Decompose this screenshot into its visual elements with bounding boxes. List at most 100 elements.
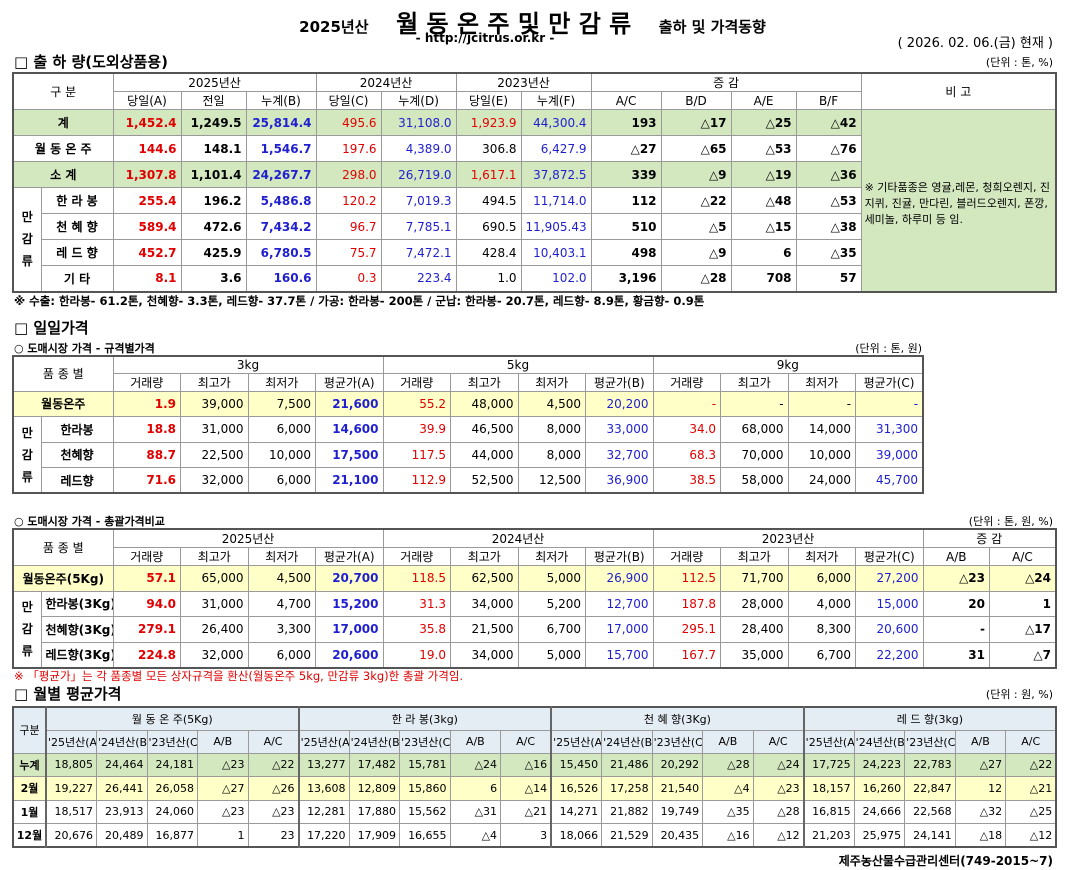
value-cell: - [855,390,924,417]
value-cell: 1,249.5 [180,109,247,136]
section-title: □ 출 하 량(도외상품용) [14,53,168,71]
header-cell: 구분 [12,706,47,754]
data-row: 천혜향(3Kg) 279.1 26,400 3,300 17,000 35.8 21,500… [13,616,1057,643]
header-cell: 최저가 [787,547,856,566]
data-row: 계 1,452.4 1,249.5 25,814.4 495.6 31,108.0 1,92… [12,109,1057,292]
value-cell: 11,905.43 [520,213,592,240]
value-cell: 34,000 [450,590,519,617]
value-cell: 144.6 [112,135,182,162]
value-cell: △22 [247,752,300,777]
header-cell: '23년산(C) [146,729,198,754]
header-cell: A/C [989,547,1057,566]
value-cell: △28 [752,799,805,824]
value-cell: 12,809 [348,776,401,801]
header-cell: 2024년산 [315,72,457,92]
value-cell: 6,780.5 [245,239,317,266]
value-cell: 94.0 [112,590,181,617]
value-cell: 12,281 [297,799,350,824]
data-row: 2월 19,227 26,441 26,058 △27 △26 13,608 12,809 15… [12,776,1057,801]
value-cell: 17,000 [315,616,384,643]
group-label: 만감류 [12,590,42,668]
row-label: 1월 [12,799,47,824]
value-cell: 19,227 [45,776,97,801]
data-row: 소 계 1,307.8 1,101.4 24,267.7 298.0 26,719.0 1,… [12,161,1056,188]
header-cell: 레 드 향(3kg) [802,706,1057,731]
header-cell: 품 종 별 [12,528,114,566]
value-cell: △4 [449,823,502,848]
value-cell: 17,725 [802,752,855,777]
value-cell: 18,157 [802,776,855,801]
value-cell: 1,101.4 [180,161,247,188]
value-cell: 20,676 [45,823,97,848]
value-cell: 193 [590,109,662,136]
header-cell: 2024년산 [382,528,654,548]
value-cell: 21,529 [601,823,653,848]
row-label: 월동온주(5Kg) [12,565,114,592]
header-cell: A/B [922,547,990,566]
value-cell: 88.7 [112,441,181,468]
row-label: 12월 [12,823,47,848]
value-cell: △23 [752,776,805,801]
summary-price-table: 품 종 별 2025년산 2024년산 2023년산 증 감 거래량 최고가 최저가 평균가(A… [12,528,1057,669]
value-cell: 17,220 [297,823,350,848]
value-cell: 71.6 [112,467,181,494]
title-year: 2025년산 [299,18,369,36]
value-cell: 498 [590,239,662,266]
header-cell: 최고가 [450,547,519,566]
monthly-price-table: 구분 월 동 온 주(5Kg) 한 라 봉(3kg) 천 혜 향(3Kg) 레 드 향(… [12,706,1058,848]
value-cell: 96.7 [315,213,382,240]
data-row: 월동온주(5Kg) 57.1 65,000 4,500 20,700 118.5 62,50… [12,565,1057,592]
header-cell: 3kg [112,355,384,374]
value-cell: 19.0 [382,641,451,668]
value-cell: △35 [795,239,862,266]
value-cell: △32 [954,799,1007,824]
row-label: 한라봉 [40,416,114,443]
title-block: 2025년산 월 동 온 주 및 만 감 류 출하 및 가격동향 [0,4,1065,39]
value-cell: 7,785.1 [380,213,457,240]
header-cell: 거래량 [382,547,451,566]
remark: ※ 기타품종은 영귤,레몬, 청희오렌지, 진지퀴, 진귤, 만다린, 블러드오… [860,109,1057,292]
value-cell: - [652,390,722,417]
value-cell: △27 [954,752,1007,777]
header-row: 당일(A) 전일 누계(B) 당일(C) 누계(D) 당일(E) 누계(F) A/C B/D A/… [13,91,1056,110]
value-cell: 16,815 [802,799,855,824]
value-cell: 18,517 [45,799,97,824]
header-cell: A/E [730,91,797,110]
value-cell: - [720,390,789,417]
value-cell: 148.1 [180,135,247,162]
value-cell: 15,450 [550,752,603,777]
value-cell: 510 [590,213,662,240]
row-label: 월 동 온 주 [12,135,114,162]
url: - http://jcitrus.or.kr - [415,31,555,45]
value-cell: △23 [197,799,249,824]
value-cell: 31.3 [382,590,451,617]
value-cell: △42 [795,109,862,136]
value-cell: 20 [922,590,990,617]
header-cell: 한 라 봉(3kg) [297,706,552,731]
value-cell: 58,000 [720,467,789,494]
row-label: 계 [12,109,114,136]
header-cell: 최고가 [720,547,789,566]
value-cell: 33,000 [585,416,654,443]
header-cell: 최저가 [247,547,316,566]
value-cell: 1.0 [455,265,522,292]
row-label: 기 타 [40,265,114,292]
value-cell: △21 [1005,776,1057,801]
value-cell: 25,975 [853,823,906,848]
value-cell: 117.5 [382,441,452,468]
header-cell: 최저가 [787,372,857,392]
data-row: 천혜향 88.7 22,500 10,000 17,500 117.5 44,000 8,00… [13,441,924,468]
value-cell: 34,000 [450,641,519,668]
value-cell: 57.1 [112,565,181,592]
value-cell: △31 [449,799,502,824]
header-cell: '25년산(A) [550,729,603,754]
value-cell: △48 [730,187,797,214]
value-cell: △24 [752,752,805,777]
value-cell: 23,913 [96,799,148,824]
header-cell: 2025년산 [112,72,317,92]
header-cell: 평균가(A) [315,372,384,392]
value-cell: 160.6 [245,265,317,292]
header-cell: 천 혜 향(3Kg) [550,706,805,731]
row-label: 월동온주 [12,390,114,417]
